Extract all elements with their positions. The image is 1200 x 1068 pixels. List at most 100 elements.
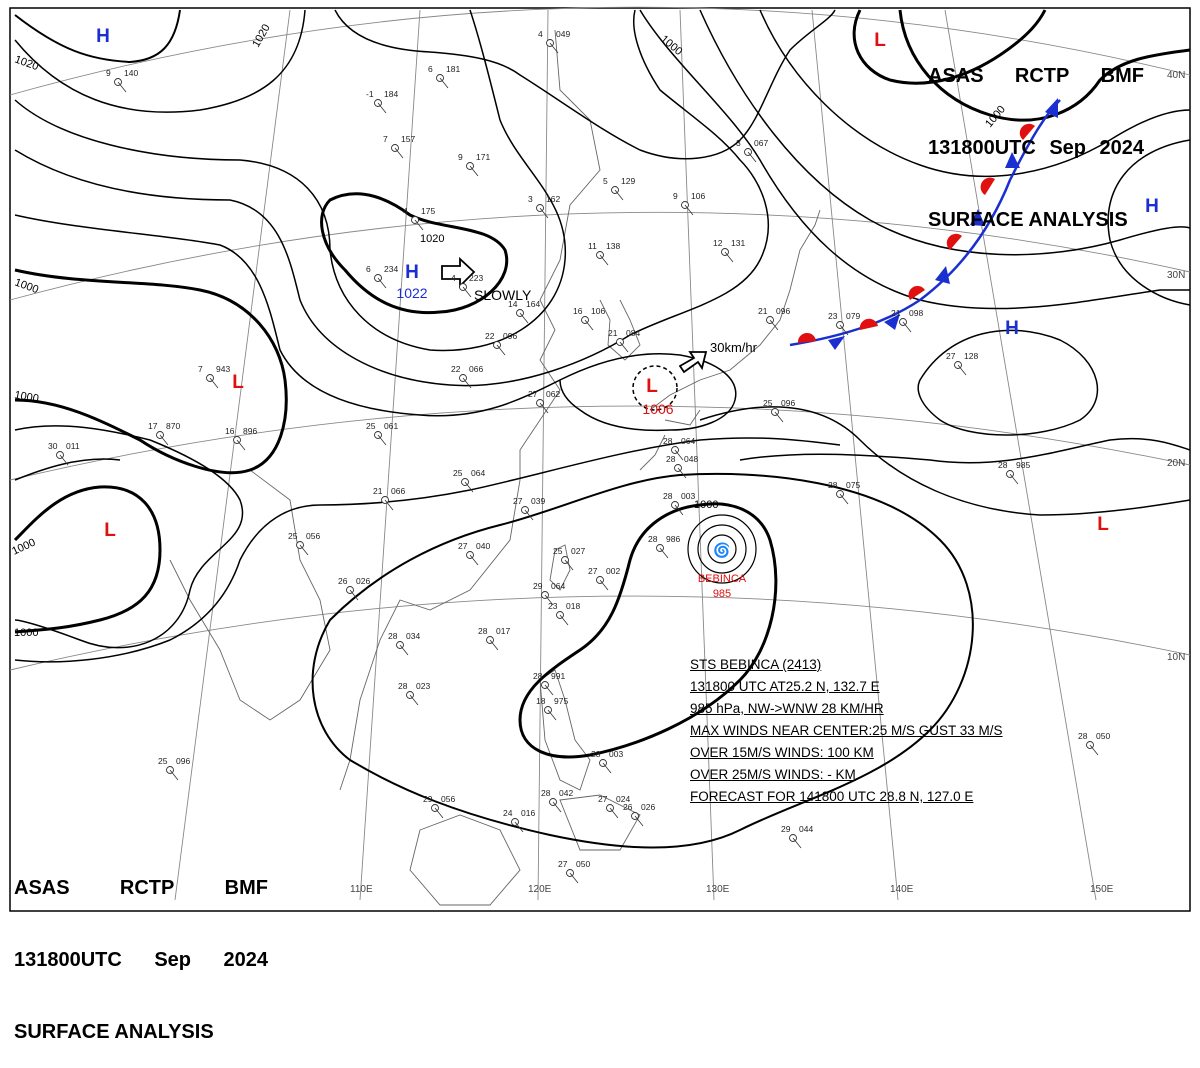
pressure-value: 1006: [642, 401, 673, 417]
station-pressure: 175: [421, 206, 435, 216]
station-temp: 30: [48, 441, 58, 451]
station-temp: 27: [513, 496, 523, 506]
station-wind-barb: [209, 377, 219, 389]
station-wind-barb: [634, 815, 644, 827]
header-agency: ASAS: [14, 877, 70, 899]
station-wind-barb: [434, 807, 444, 819]
station-pressure: 023: [416, 681, 430, 691]
station-pressure: 056: [306, 531, 320, 541]
isobar-1012-west: [14, 9, 567, 352]
station-wind-barb: [724, 251, 734, 263]
isobar-sw-outer: [14, 437, 841, 663]
station-wind-barb: [462, 286, 472, 298]
station-temp: 6: [428, 64, 433, 74]
station-pressure: 096: [176, 756, 190, 766]
station-temp: 28: [663, 436, 673, 446]
bulletin-line: OVER 15M/S WINDS: 100 KM: [690, 745, 874, 760]
station-pressure: 062: [546, 389, 560, 399]
station-temp: 23: [828, 311, 838, 321]
station-wind-barb: [377, 277, 387, 289]
station-pressure: 096: [776, 306, 790, 316]
station-temp: 5: [603, 176, 608, 186]
stationary-front: [789, 98, 1061, 350]
station-wind-barb: [159, 434, 169, 446]
typhoon-ring-inner: [707, 534, 737, 564]
station-wind-barb: [674, 449, 684, 461]
header-station: RCTP: [1014, 65, 1070, 87]
isobar-1000-typhoon: [518, 502, 778, 759]
station-pressure: 140: [124, 68, 138, 78]
isobar-ne-outer-1: [759, 9, 1191, 178]
station-pressure: 181: [446, 64, 460, 74]
station-wind-barb: [377, 102, 387, 114]
header-agency: ASAS: [928, 65, 984, 87]
station-pressure: 024: [616, 794, 630, 804]
station-temp: 28: [663, 491, 673, 501]
high-pressure-icon: H: [1005, 318, 1019, 339]
station-wind-barb: [399, 644, 409, 656]
high-pressure-icon: H: [96, 26, 110, 47]
station-pressure: 184: [384, 89, 398, 99]
station-wind-barb: [552, 801, 562, 813]
station-wind-barb: [299, 544, 309, 556]
station-temp: 18: [536, 696, 546, 706]
station-pressure: 106: [591, 306, 605, 316]
station-temp: 28: [666, 454, 676, 464]
typhoon-bulletin: STS BEBINCA (2413) 131800 UTC AT25.2 N, …: [690, 654, 1003, 808]
station-wind-barb: [902, 321, 912, 333]
station-pressure: 064: [471, 468, 485, 478]
station-pressure: 061: [384, 421, 398, 431]
lon-label: 120E: [528, 884, 552, 895]
meridian-110e: [359, 9, 421, 901]
station-temp: 7: [383, 134, 388, 144]
station-pressure: 067: [754, 138, 768, 148]
station-temp: 26: [338, 576, 348, 586]
station-pressure: 991: [551, 671, 565, 681]
station-wind-barb: [489, 639, 499, 651]
station-wind-barb: [539, 207, 549, 219]
station-wind-barb: [564, 559, 574, 571]
header-top: ASAS RCTP BMF 131800UTC Sep 2024 SURFACE…: [928, 16, 1144, 256]
station-temp: 28: [648, 534, 658, 544]
station-wind-barb: [394, 147, 404, 159]
isobar-1004-typhoon-outer: [311, 472, 974, 849]
lat-label: 10N: [1167, 652, 1185, 663]
station-temp: 25: [366, 421, 376, 431]
station-pressure: 049: [556, 29, 570, 39]
lon-label: 110E: [350, 884, 373, 895]
typhoon-pressure: 985: [713, 588, 731, 600]
station-temp: 3: [736, 138, 741, 148]
station-wind-barb: [957, 364, 967, 376]
coast-indochina: [169, 469, 331, 721]
station-wind-barb: [684, 204, 694, 216]
meridian-150e: [944, 9, 1097, 901]
motion-label: SLOWLY: [474, 287, 532, 303]
station-temp: 28: [388, 631, 398, 641]
station-temp: 29: [423, 794, 433, 804]
station-temp: 28: [998, 460, 1008, 470]
isobar-east-h2: [917, 329, 1099, 436]
station-temp: 21: [891, 308, 901, 318]
cold-front-triangle: [884, 314, 900, 330]
station-pressure: 064: [681, 436, 695, 446]
isobar-1000-sw-low: [13, 485, 162, 634]
parallel-30n: [9, 211, 1191, 301]
isobar-label: 1020: [420, 233, 444, 245]
lon-label: 150E: [1090, 884, 1114, 895]
station-temp: 16: [573, 306, 583, 316]
header-time: 131800UTC: [14, 949, 122, 971]
station-pressure: 079: [846, 311, 860, 321]
station-wind-barb: [514, 821, 524, 833]
station-temp: 28: [541, 788, 551, 798]
station-wind-barb: [384, 499, 394, 511]
typhoon-ring-outer: [687, 514, 757, 584]
station-pressure: 985: [1016, 460, 1030, 470]
station-pressure: 017: [496, 626, 510, 636]
isobar-label: 1000: [13, 389, 39, 405]
weather-map: 🌀 110E 120E 130E 140E 150E 40N 30N 20N 10N H 1022 L…: [9, 6, 1191, 912]
station-wind-barb: [539, 402, 549, 414]
bulletin-line: FORECAST FOR 141800 UTC 28.8 N, 127.0 E: [690, 789, 974, 804]
station-temp: 27: [598, 794, 608, 804]
station-temp: 16: [225, 426, 235, 436]
isobar-1004-west: [14, 214, 561, 417]
